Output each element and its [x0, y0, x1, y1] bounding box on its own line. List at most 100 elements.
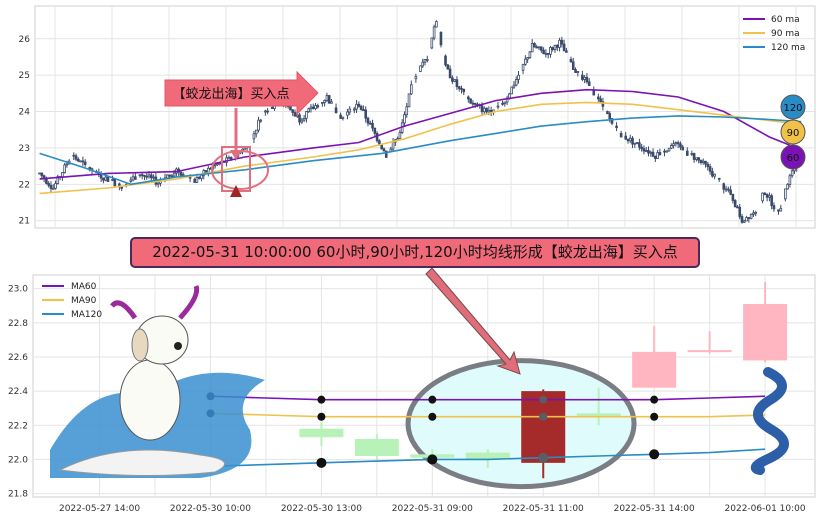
- candle: [651, 151, 655, 157]
- candle: [56, 176, 60, 184]
- candle: [606, 111, 609, 114]
- candle: [45, 178, 48, 184]
- ma-badge: [780, 94, 806, 120]
- candle: [692, 153, 696, 160]
- y-tick-label: 21.8: [8, 490, 28, 500]
- candle: [551, 47, 555, 51]
- candle: [104, 176, 108, 181]
- ma-point: [538, 452, 549, 463]
- candle: [576, 71, 580, 73]
- candle: [38, 172, 41, 175]
- candle: [788, 175, 792, 185]
- candle: [339, 114, 342, 119]
- candle: [729, 189, 732, 195]
- ma-line-MA60: [210, 395, 766, 401]
- candle: [733, 200, 737, 208]
- candle: [309, 106, 313, 110]
- candle: [701, 160, 705, 163]
- legend-label: 120 ma: [771, 43, 805, 53]
- candle: [537, 46, 541, 49]
- candle: [706, 163, 710, 167]
- candle: [754, 211, 758, 214]
- ma-point: [650, 395, 659, 404]
- candle: [181, 174, 185, 176]
- candle: [576, 413, 621, 417]
- candle: [654, 155, 657, 159]
- candle: [672, 143, 675, 146]
- candle: [465, 452, 510, 460]
- candle: [252, 133, 256, 140]
- candle: [430, 37, 434, 49]
- legend-label: MA60: [71, 282, 97, 292]
- dog-body-illustration: [119, 359, 181, 441]
- dragon-illustration: [750, 367, 789, 475]
- candle: [156, 182, 160, 185]
- candle: [640, 146, 643, 150]
- candle: [354, 438, 399, 457]
- candle: [65, 163, 69, 166]
- candle: [597, 96, 600, 100]
- callout-arrow-head: [230, 150, 242, 160]
- candle: [295, 114, 299, 117]
- candle: [451, 77, 454, 82]
- callout-label: 【蛟龙出海】买入点: [172, 87, 289, 102]
- candle: [471, 102, 475, 105]
- candle: [419, 65, 422, 72]
- candle: [752, 212, 755, 215]
- candle: [644, 150, 648, 152]
- ma-badge-label: 90: [787, 128, 800, 139]
- candle: [501, 102, 504, 105]
- candle: [207, 167, 210, 173]
- candle: [432, 26, 436, 39]
- x-tick-label: 2022-05-31 14:00: [614, 504, 695, 514]
- candle: [51, 187, 55, 190]
- ma-line-120-ma: [39, 115, 802, 186]
- candle: [489, 109, 493, 113]
- candle: [540, 46, 543, 51]
- candle: [632, 351, 677, 388]
- candle: [779, 207, 783, 212]
- signal-banner: 2022-05-31 10:00:00 60小时,90小时,120小时均线形成【…: [130, 237, 700, 268]
- candle: [663, 150, 666, 153]
- candle: [544, 52, 548, 55]
- candle: [264, 110, 267, 113]
- candle: [610, 118, 614, 124]
- candle: [79, 160, 82, 163]
- candle: [168, 174, 171, 177]
- candle: [658, 152, 662, 155]
- candle: [346, 111, 349, 116]
- candle: [254, 129, 258, 135]
- candle: [138, 174, 142, 177]
- candle: [195, 176, 199, 183]
- candle: [647, 150, 650, 154]
- candle: [615, 125, 618, 129]
- candle: [197, 176, 201, 179]
- ma-badge-label: 120: [783, 103, 802, 114]
- candle: [608, 113, 612, 119]
- candle: [763, 192, 767, 195]
- y-tick-label: 22: [19, 180, 30, 190]
- callout-shape: [164, 70, 319, 116]
- candle: [200, 174, 203, 179]
- candle: [83, 161, 87, 165]
- candle: [697, 157, 700, 161]
- ma-point: [428, 412, 437, 421]
- candle: [599, 98, 602, 103]
- candle: [334, 107, 338, 114]
- candle: [366, 117, 370, 124]
- candle: [480, 105, 484, 113]
- legend-label: MA90: [71, 296, 97, 306]
- candle: [530, 42, 534, 53]
- legend-label: 90 ma: [771, 29, 800, 39]
- candle: [330, 101, 333, 104]
- ma-point: [649, 449, 660, 460]
- candle: [410, 84, 413, 95]
- candle: [676, 142, 680, 145]
- dog-nose-illustration: [174, 342, 182, 350]
- candle: [227, 156, 231, 159]
- candle: [380, 144, 383, 150]
- candle: [348, 108, 352, 113]
- y-tick-label: 22.2: [8, 421, 28, 431]
- candle: [638, 142, 641, 148]
- candle: [49, 184, 53, 189]
